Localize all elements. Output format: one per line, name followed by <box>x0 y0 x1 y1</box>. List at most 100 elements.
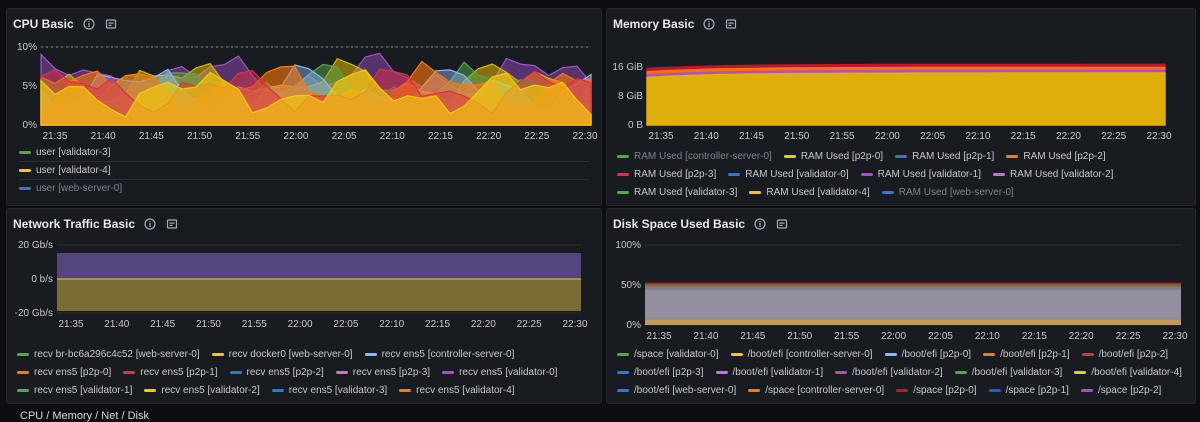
legend-item[interactable]: user [web-server-0] <box>19 183 122 194</box>
legend-item[interactable]: RAM Used [p2p-0] <box>783 150 884 162</box>
x-tick-label: 22:25 <box>517 319 542 330</box>
legend-item[interactable]: RAM Used [controller-server-0] <box>617 151 772 162</box>
collapsed-row-title[interactable]: CPU / Memory / Net / Disk <box>20 410 149 422</box>
panel-title[interactable]: Memory Basic <box>613 17 695 31</box>
legend-label: /boot/efi [validator-2] <box>852 366 943 378</box>
library-panel-icon[interactable] <box>104 17 118 31</box>
legend-item[interactable]: recv ens5 [validator-3] <box>271 385 387 396</box>
panel-title[interactable]: Network Traffic Basic <box>13 217 136 231</box>
cpu-series-area <box>40 69 592 126</box>
cpu-chart[interactable]: 10% 5% 0% 21:35 21:40 21:45 21:50 21:55 22:00 22:… <box>7 9 601 205</box>
memory-chart[interactable]: 16 GiB 8 GiB 0 B 21:35 21:40 21:45 21:50 21:55 2… <box>607 9 1195 205</box>
legend-item[interactable]: RAM Used [validator-3] <box>617 187 737 198</box>
panel-title[interactable]: Disk Space Used Basic <box>613 217 746 231</box>
legend-swatch <box>17 352 29 356</box>
legend-item[interactable]: RAM Used [validator-1] <box>860 169 981 180</box>
legend-item[interactable]: RAM Used [p2p-2] <box>1006 151 1106 162</box>
legend-swatch <box>144 388 157 392</box>
x-tick-label: 21:45 <box>150 319 175 330</box>
info-icon[interactable] <box>143 217 157 231</box>
library-panel-icon[interactable] <box>165 217 179 231</box>
x-tick-label: 21:50 <box>196 319 221 330</box>
legend-swatch <box>748 388 761 392</box>
legend-item[interactable]: recv ens5 [validator-0] <box>442 367 557 378</box>
legend-item[interactable]: recv ens5 [p2p-1] <box>123 366 218 378</box>
memory-legend: RAM Used [controller-server-0] RAM Used [… <box>617 147 1187 201</box>
x-tick-label: 21:40 <box>104 319 129 330</box>
library-panel-icon[interactable] <box>775 217 789 231</box>
legend-item[interactable]: user [validator-3] <box>19 147 110 158</box>
legend-item[interactable]: /boot/efi [validator-2] <box>835 367 943 378</box>
info-icon[interactable] <box>82 17 96 31</box>
legend-item[interactable]: recv docker0 [web-server-0] <box>211 349 353 360</box>
legend-item[interactable]: recv ens5 [p2p-2] <box>229 367 324 378</box>
legend-item[interactable]: /boot/efi [p2p-1] <box>983 349 1070 360</box>
x-tick-label: 21:55 <box>242 319 267 330</box>
y-tick-label: 8 GiB <box>618 91 643 102</box>
legend-label: /space [p2p-2] <box>1097 384 1162 396</box>
cpu-basic-panel: CPU Basic 10% 5% 0% 21:35 21:40 21:45 21:50 21:… <box>6 8 602 206</box>
legend-item[interactable]: RAM Used [p2p-3] <box>617 169 716 180</box>
legend-item[interactable]: RAM Used [validator-0] <box>728 169 849 180</box>
disk-chart[interactable]: 100% 50% 0% 21:35 21:40 21:45 21:50 21:55 22:00 2… <box>607 209 1195 403</box>
disk-series-area <box>645 289 1181 319</box>
legend-item[interactable]: /space [controller-server-0] <box>748 385 884 396</box>
legend-item[interactable]: /boot/efi [p2p-3] <box>617 367 704 378</box>
legend-item[interactable]: recv ens5 [controller-server-0] <box>364 349 514 360</box>
legend-item[interactable]: RAM Used [p2p-1] <box>895 151 994 162</box>
legend-item[interactable]: recv ens5 [validator-2] <box>144 384 260 396</box>
legend-item[interactable]: recv ens5 [validator-1] <box>17 385 132 396</box>
legend-item[interactable]: /boot/efi [web-server-0] <box>617 385 736 396</box>
x-tick-label: 21:55 <box>830 131 855 142</box>
legend-swatch <box>617 352 629 356</box>
legend-swatch <box>442 370 455 374</box>
info-icon[interactable] <box>753 217 767 231</box>
legend-label: recv ens5 [p2p-0] <box>34 366 112 378</box>
legend-item[interactable]: recv ens5 [validator-4] <box>399 385 515 396</box>
legend-item[interactable]: /space [p2p-0] <box>896 385 977 396</box>
legend-item[interactable]: recv ens5 [p2p-0] <box>17 367 111 378</box>
legend-item[interactable]: /boot/efi [validator-3] <box>954 367 1062 378</box>
legend-item[interactable]: recv ens5 [p2p-3] <box>335 367 430 378</box>
x-tick-label: 22:30 <box>1146 131 1171 142</box>
legend-label: RAM Used [p2p-0] <box>800 150 884 162</box>
y-tick-label: 10% <box>17 42 37 53</box>
legend-item[interactable]: /boot/efi [p2p-0] <box>884 349 971 360</box>
disk-series-area <box>645 319 1181 325</box>
legend-label: RAM Used [web-server-0] <box>898 186 1014 198</box>
legend-item[interactable]: user [validator-4] <box>19 165 110 176</box>
legend-swatch <box>1080 388 1093 392</box>
x-tick-label: 21:50 <box>187 131 212 142</box>
legend-item[interactable]: RAM Used [web-server-0] <box>881 186 1014 198</box>
legend-swatch <box>229 370 242 374</box>
legend-item[interactable]: RAM Used [validator-2] <box>993 169 1113 180</box>
info-icon[interactable] <box>702 17 716 31</box>
legend-item[interactable]: /space [p2p-2] <box>1080 384 1162 396</box>
legend-item[interactable]: /boot/efi [controller-server-0] <box>730 349 873 360</box>
legend-item[interactable]: /boot/efi [validator-1] <box>715 367 823 378</box>
legend-item[interactable]: /space [validator-0] <box>617 349 719 360</box>
legend-item[interactable]: /boot/efi [validator-4] <box>1074 367 1182 378</box>
legend-item[interactable]: RAM Used [validator-4] <box>749 187 870 198</box>
panel-header: CPU Basic <box>13 15 118 33</box>
legend-item[interactable]: /boot/efi [p2p-2] <box>1081 349 1168 360</box>
x-tick-label: 21:45 <box>139 131 164 142</box>
legend-item[interactable]: recv br-bc6a296c4c52 [web-server-0] <box>17 349 200 360</box>
panel-title[interactable]: CPU Basic <box>13 17 74 31</box>
legend-swatch <box>884 352 897 356</box>
memory-basic-panel: Memory Basic 16 GiB 8 GiB 0 B 21:35 21:40 21:… <box>606 8 1196 206</box>
legend-row: RAM Used [controller-server-0] RAM Used [… <box>617 147 1187 165</box>
y-tick-label: 50% <box>621 280 641 291</box>
legend-label: recv ens5 [p2p-1] <box>140 366 218 378</box>
library-panel-icon[interactable] <box>724 17 738 31</box>
legend-label: recv ens5 [validator-2] <box>161 384 260 396</box>
legend-swatch <box>954 370 967 374</box>
network-chart[interactable]: 20 Gb/s 0 b/s -20 Gb/s 21:35 21:40 21:45 21:50… <box>7 209 601 403</box>
x-tick-label: 22:00 <box>881 331 906 342</box>
legend-swatch <box>1006 154 1019 158</box>
x-tick-label: 22:00 <box>875 131 900 142</box>
legend-label: recv br-bc6a296c4c52 [web-server-0] <box>34 348 200 360</box>
legend-swatch <box>749 190 762 194</box>
legend-item[interactable]: /space [p2p-1] <box>988 385 1069 396</box>
x-tick-label: 22:00 <box>288 319 313 330</box>
